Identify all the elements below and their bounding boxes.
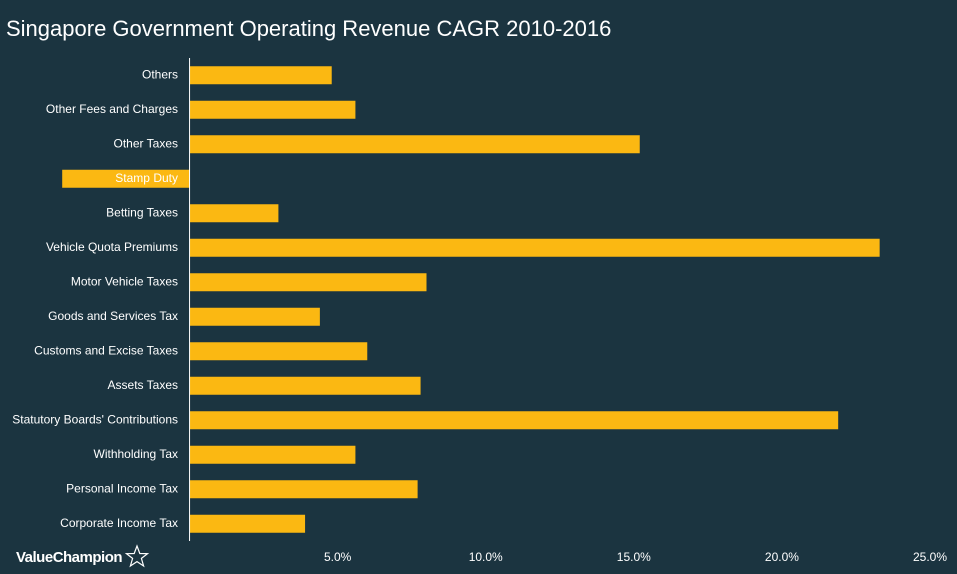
x-tick-label: 25.0% xyxy=(913,550,947,564)
y-tick-label: Betting Taxes xyxy=(106,205,178,219)
bar xyxy=(189,411,839,430)
y-tick-label: Others xyxy=(142,67,178,81)
y-tick-label: Motor Vehicle Taxes xyxy=(71,274,178,288)
x-tick-label: 10.0% xyxy=(469,550,503,564)
y-tick-label: Customs and Excise Taxes xyxy=(34,343,178,357)
bar xyxy=(189,376,421,395)
y-tick-label: Statutory Boards' Contributions xyxy=(12,412,178,426)
x-tick-label: 20.0% xyxy=(765,550,799,564)
bar xyxy=(62,169,190,188)
bar xyxy=(189,204,279,223)
y-tick-label: Withholding Tax xyxy=(94,447,179,461)
logo-star xyxy=(124,544,150,568)
bar xyxy=(189,238,880,257)
chart-title: Singapore Government Operating Revenue C… xyxy=(6,16,611,41)
y-tick-label: Corporate Income Tax xyxy=(60,516,178,530)
y-tick-label: Stamp Duty xyxy=(115,171,178,185)
y-tick-label: Other Taxes xyxy=(114,136,178,150)
bar xyxy=(189,135,640,154)
y-tick-label: Assets Taxes xyxy=(108,378,178,392)
branding: ValueChampion xyxy=(16,549,122,566)
bar xyxy=(189,514,306,533)
y-tick-label: Vehicle Quota Premiums xyxy=(46,240,178,254)
bar xyxy=(189,100,356,119)
y-tick-label: Goods and Services Tax xyxy=(48,309,178,323)
bar xyxy=(189,445,356,464)
x-tick-label: 15.0% xyxy=(617,550,651,564)
y-tick-label: Personal Income Tax xyxy=(66,481,178,495)
bar xyxy=(189,66,332,85)
bar xyxy=(189,307,320,326)
y-tick-label: Other Fees and Charges xyxy=(46,102,178,116)
bar xyxy=(189,480,418,499)
bar xyxy=(189,342,368,361)
bar xyxy=(189,273,427,292)
x-tick-label: 5.0% xyxy=(324,550,352,564)
